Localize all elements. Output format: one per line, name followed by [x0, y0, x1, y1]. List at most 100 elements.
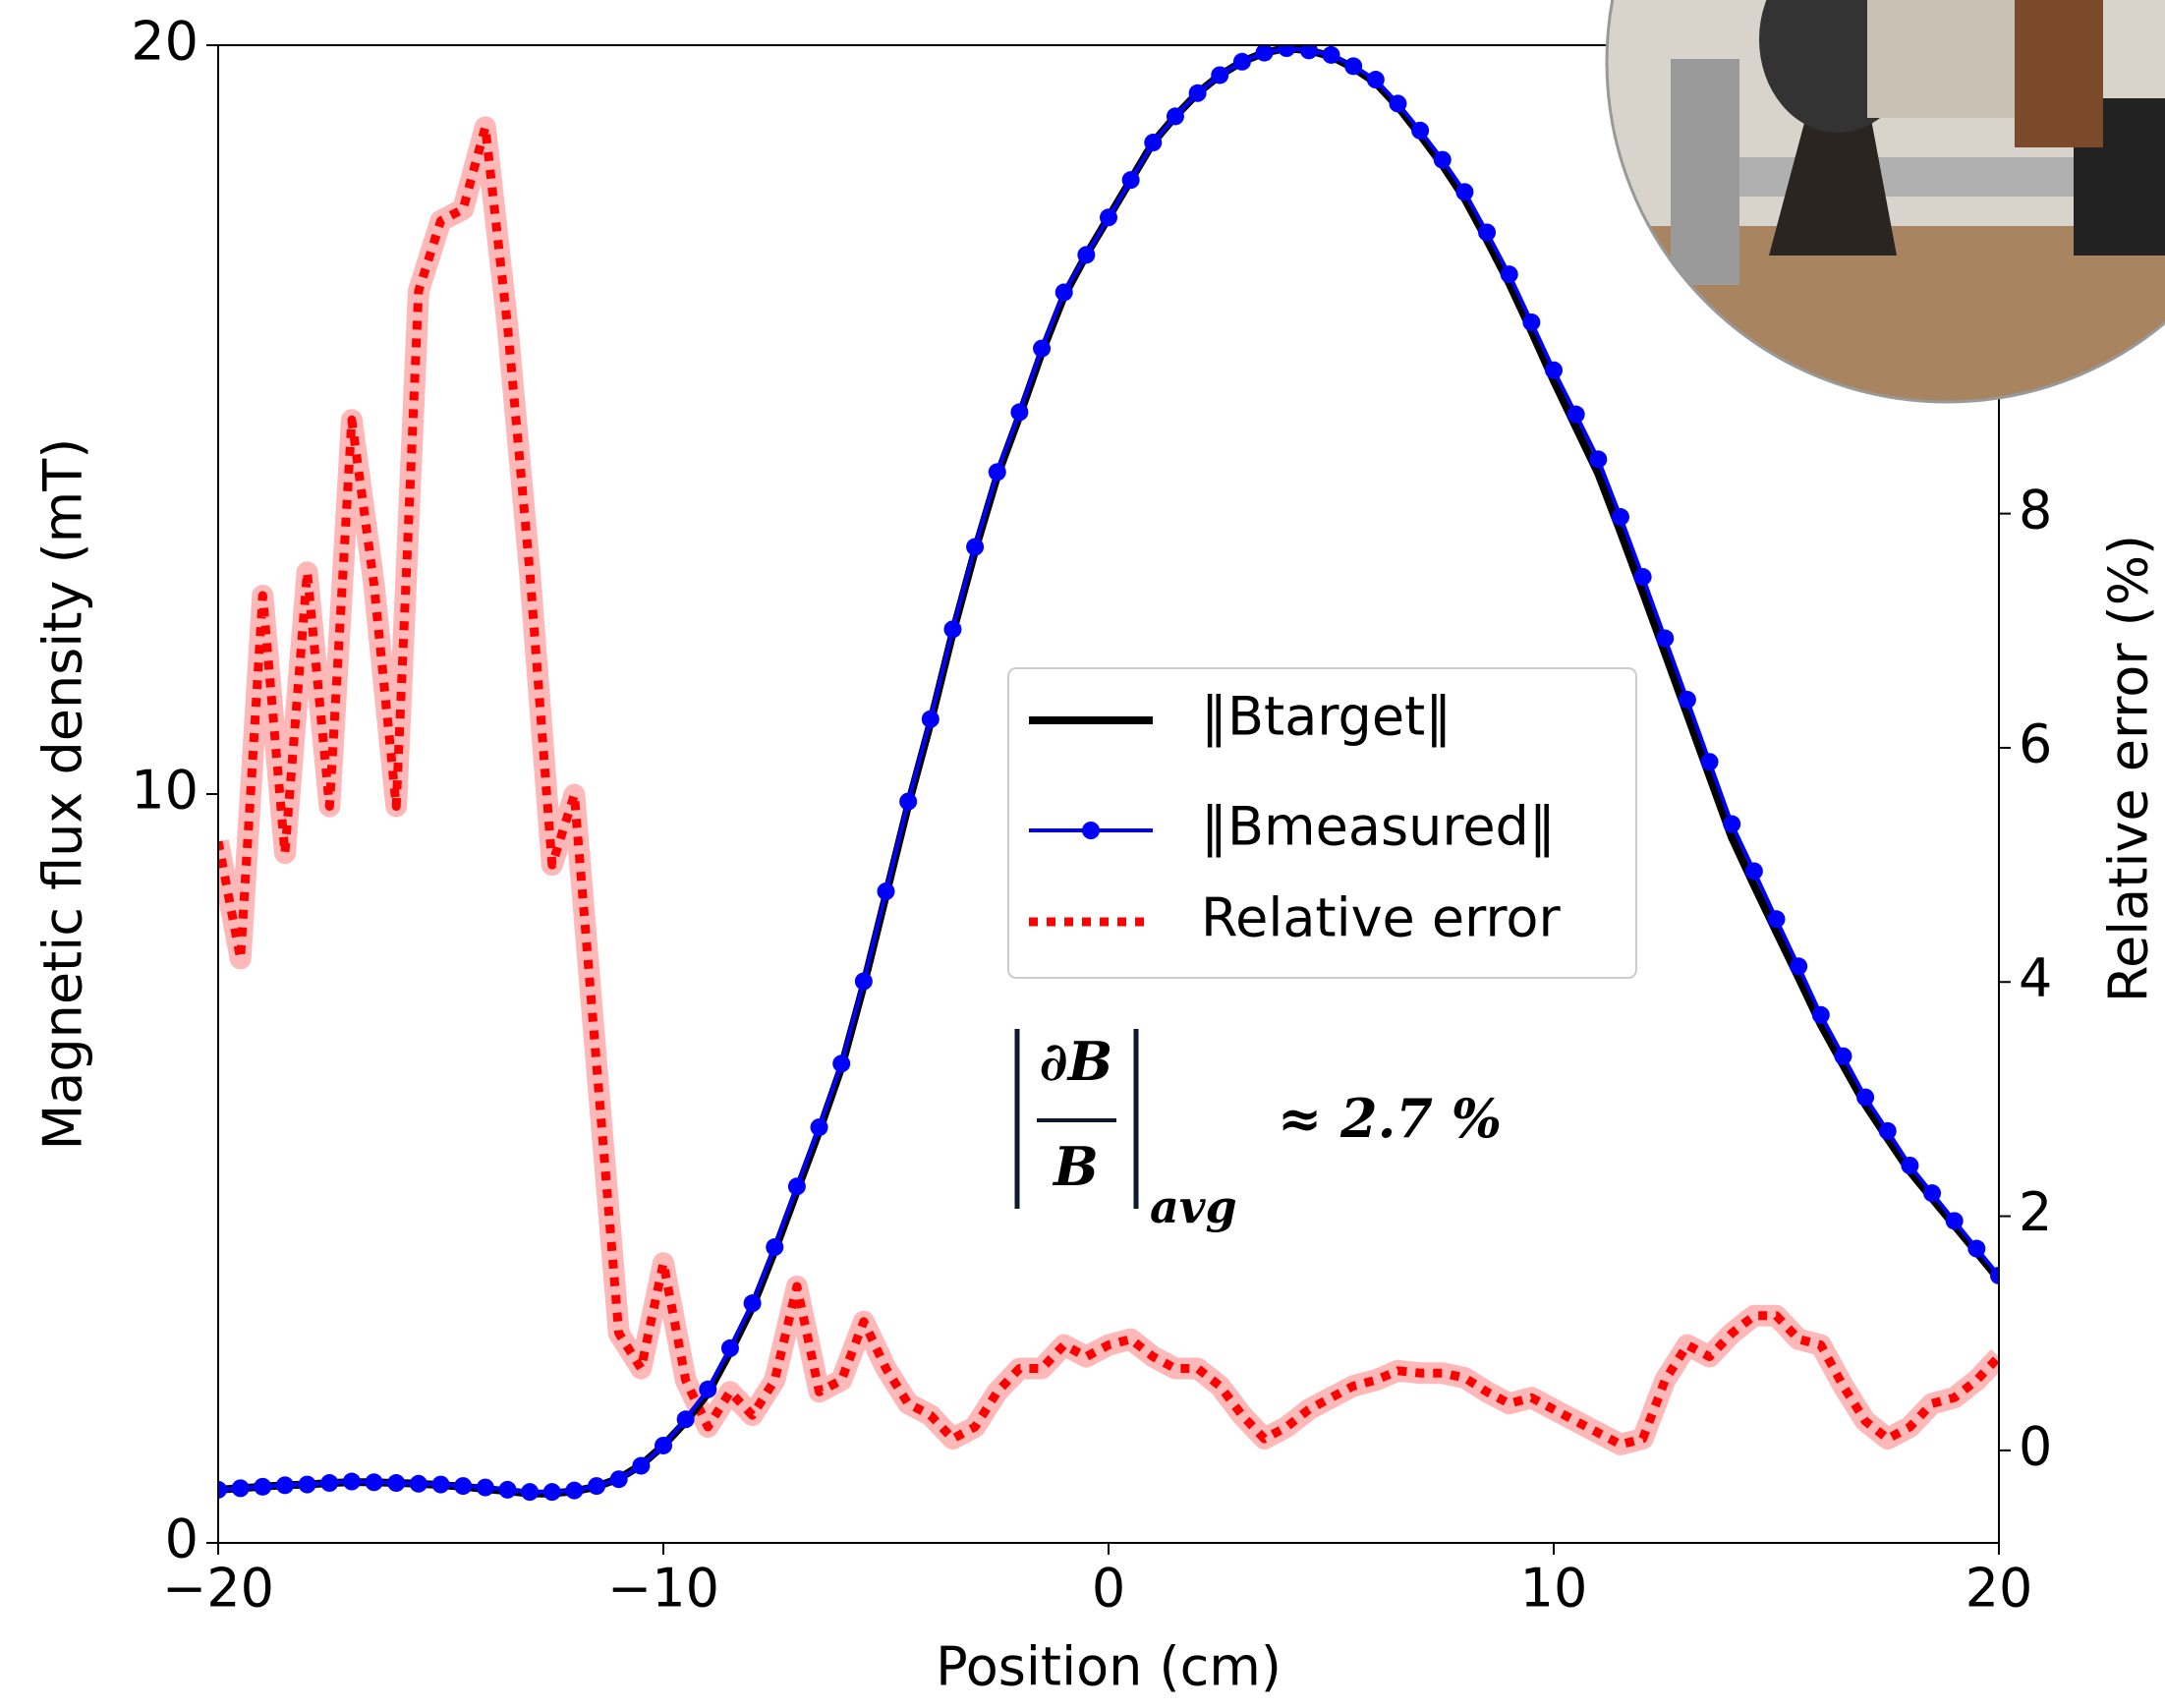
- measured-point: [1433, 150, 1452, 169]
- measured-point: [810, 1118, 828, 1137]
- measured-point: [218, 1480, 227, 1499]
- measured-point: [1967, 1239, 1986, 1258]
- measured-point: [720, 1338, 739, 1357]
- measured-point: [1834, 1047, 1852, 1065]
- measured-point: [275, 1476, 294, 1495]
- measured-point: [1211, 66, 1229, 85]
- measured-point: [1744, 862, 1763, 881]
- measured-point: [921, 710, 940, 728]
- y-tick-label: 20: [131, 11, 199, 73]
- x-tick-label: 20: [1966, 1558, 2033, 1620]
- legend: ‖Btarget‖ ‖Bmeasured‖ Relative error: [1007, 667, 1637, 979]
- measured-point: [431, 1475, 450, 1494]
- annotation-text: ≈ 2.7 %: [1278, 1087, 1502, 1150]
- measured-point: [588, 1477, 606, 1496]
- measured-point: [1322, 45, 1340, 64]
- measured-point: [565, 1481, 584, 1500]
- x-tick-label: 0: [1092, 1558, 1125, 1620]
- measured-point: [699, 1380, 717, 1398]
- measured-point: [1278, 45, 1296, 58]
- error-line: [218, 122, 1999, 1450]
- inset-border: [1605, 0, 2165, 404]
- y2-tick-label: 6: [2019, 713, 2052, 775]
- measured-point: [1545, 361, 1563, 379]
- annotation-denominator: B: [1052, 1135, 1099, 1198]
- x-tick-label: 10: [1520, 1558, 1588, 1620]
- measured-point: [832, 1054, 851, 1073]
- measured-point: [1010, 403, 1029, 422]
- measured-point: [342, 1472, 361, 1491]
- measured-point: [1945, 1212, 1964, 1230]
- measured-point: [1166, 107, 1184, 126]
- measured-point: [298, 1475, 316, 1494]
- measured-point: [365, 1473, 383, 1492]
- legend-label: Relative error: [1201, 887, 1561, 949]
- measured-point: [854, 972, 873, 991]
- measured-point: [1790, 957, 1808, 976]
- annotation-subscript: avg: [1150, 1180, 1237, 1233]
- measured-point: [899, 792, 918, 811]
- measured-point: [1567, 405, 1585, 424]
- measured-point: [1255, 45, 1274, 62]
- measured-point: [988, 463, 1006, 482]
- measured-point: [1121, 171, 1140, 190]
- measured-point: [1411, 121, 1430, 140]
- measured-point: [542, 1483, 561, 1502]
- measured-point: [521, 1483, 540, 1502]
- measured-point: [1633, 568, 1652, 587]
- measured-point: [1144, 134, 1163, 152]
- measured-point: [1611, 508, 1629, 527]
- measured-point: [320, 1474, 339, 1493]
- measured-point: [1723, 815, 1741, 833]
- measured-point: [676, 1410, 695, 1429]
- measured-point: [1455, 183, 1474, 201]
- y2-tick-label: 0: [2019, 1416, 2052, 1478]
- measured-point: [609, 1470, 628, 1489]
- y-tick-label: 10: [131, 760, 199, 822]
- measured-point: [1389, 94, 1407, 113]
- measured-point: [1700, 753, 1719, 771]
- measured-point: [1522, 313, 1541, 331]
- y2-tick-label: 4: [2019, 947, 2052, 1009]
- measured-point: [1077, 246, 1096, 264]
- measured-point: [231, 1479, 250, 1498]
- measured-point: [1054, 283, 1073, 302]
- measured-point: [1589, 450, 1608, 469]
- measured-point: [1100, 208, 1117, 227]
- x-tick-label: −20: [162, 1558, 274, 1620]
- y-tick-label: 0: [165, 1509, 199, 1570]
- measured-point: [787, 1177, 806, 1196]
- measured-point: [943, 620, 962, 639]
- measured-point: [632, 1456, 651, 1475]
- measured-point: [766, 1238, 784, 1257]
- x-axis-label: Position (cm): [936, 1636, 1282, 1698]
- y2-tick-label: 2: [2019, 1181, 2052, 1243]
- measured-point: [1299, 45, 1318, 60]
- measured-point: [387, 1474, 406, 1493]
- measured-point: [1990, 1266, 1999, 1284]
- measured-point: [1478, 223, 1497, 242]
- measured-point: [1033, 339, 1052, 358]
- measured-point: [1878, 1121, 1897, 1140]
- measured-point: [498, 1480, 517, 1499]
- measured-point: [409, 1474, 427, 1493]
- measured-point: [1901, 1156, 1919, 1174]
- measured-point: [1188, 84, 1207, 102]
- y2-tick-label: 8: [2019, 479, 2052, 541]
- legend-items: ‖Btarget‖ ‖Bmeasured‖ Relative error: [1029, 686, 1561, 949]
- measured-point: [1811, 1005, 1830, 1024]
- measured-point: [1656, 629, 1675, 648]
- measured-point: [655, 1436, 672, 1454]
- measured-point: [454, 1477, 473, 1496]
- measured-point: [476, 1478, 494, 1497]
- y2-axis-label: Relative error (%): [2098, 535, 2160, 1002]
- y-axis-label: Magnetic flux density (mT): [32, 438, 94, 1151]
- measured-point: [1678, 690, 1696, 709]
- legend-label: ‖Bmeasured‖: [1201, 796, 1556, 858]
- measured-point: [1856, 1088, 1875, 1107]
- measured-point: [1344, 57, 1363, 76]
- measured-point: [1767, 910, 1786, 929]
- measured-point: [1366, 71, 1385, 89]
- measured-point: [1500, 265, 1518, 284]
